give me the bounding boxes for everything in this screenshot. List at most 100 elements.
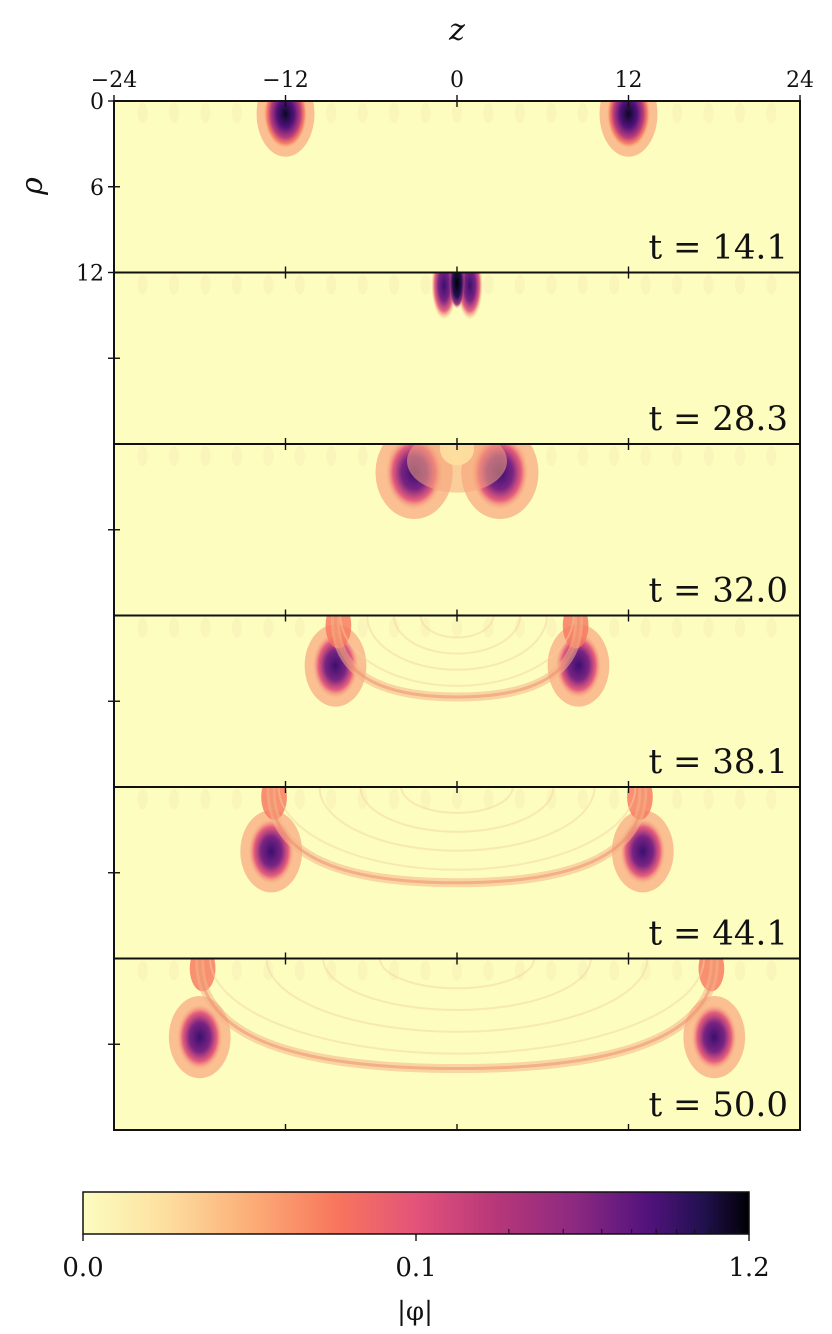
panel-background — [114, 101, 800, 273]
ripple-mark — [169, 103, 180, 123]
ripple-mark — [420, 789, 431, 809]
ripple-mark — [231, 103, 242, 123]
ripple-mark — [514, 960, 525, 981]
ripple-mark — [200, 103, 211, 123]
y-tick-label: 6 — [90, 176, 104, 201]
peak-mark — [619, 818, 666, 885]
ripple-mark — [609, 274, 620, 295]
ripple-mark — [263, 446, 274, 466]
ripple-mark — [420, 617, 431, 638]
ripple-mark — [137, 103, 148, 123]
peak-mark — [555, 632, 602, 699]
ripple-mark — [640, 960, 651, 981]
peak-mark — [176, 1004, 223, 1070]
ripple-mark — [294, 789, 305, 809]
panel-time-label: t = 44.1 — [649, 914, 788, 954]
ripple-mark — [420, 960, 431, 981]
panel-time-label: t = 28.3 — [649, 399, 788, 439]
ripple-mark — [703, 274, 714, 295]
ripple-mark — [734, 960, 745, 981]
shell-mark — [439, 444, 475, 466]
shell-mark — [334, 615, 580, 699]
ripple-mark — [137, 617, 148, 638]
ripple-mark — [546, 789, 557, 809]
ripple-mark — [200, 446, 211, 466]
ripple-mark — [326, 789, 337, 809]
ripple-mark — [546, 274, 557, 295]
x-tick-label: −24 — [91, 68, 137, 93]
ripple-mark — [766, 274, 777, 295]
ripple-mark — [392, 615, 522, 655]
panel-3 — [114, 444, 800, 616]
ripple-mark — [169, 960, 180, 981]
ripple-mark — [294, 446, 305, 466]
ripple-mark — [734, 617, 745, 638]
ripple-mark — [169, 617, 180, 638]
ripple-mark — [389, 960, 400, 981]
ripple-mark — [357, 789, 368, 809]
ripple-mark — [326, 960, 337, 981]
peak-mark — [691, 1004, 738, 1070]
colorbar-label: |φ| — [397, 1297, 433, 1327]
ripple-mark — [672, 103, 683, 123]
ripple-mark — [734, 103, 745, 123]
peak-mark — [607, 101, 650, 149]
colorbar: 0.0 0.1 1.2 — [62, 1191, 770, 1283]
ripple-mark — [265, 958, 649, 1033]
ripple-mark — [483, 789, 494, 809]
y-tick-label: 0 — [90, 90, 104, 115]
ripple-mark — [703, 617, 714, 638]
ripple-mark — [231, 617, 242, 638]
ripple-mark — [452, 103, 462, 123]
ripple-mark — [483, 617, 494, 638]
ripple-mark — [169, 446, 180, 466]
ripple-mark — [137, 446, 148, 466]
ripple-mark — [357, 960, 368, 981]
panel-stack: t = 14.1 t = 28.3 t = 32.0 t = 38.1 t = 44.1… — [108, 100, 801, 1131]
ripple-mark — [514, 274, 525, 295]
ripple-mark — [169, 789, 180, 809]
panel-time-label: t = 14.1 — [649, 228, 788, 268]
ripple-mark — [483, 274, 494, 295]
x-axis-ticks: −24 −12 0 12 24 — [91, 68, 814, 101]
ripple-mark — [452, 960, 462, 981]
ripple-mark — [577, 103, 588, 123]
panel-time-label: t = 32.0 — [649, 571, 788, 611]
ripple-mark — [483, 960, 494, 981]
ripple-mark — [420, 103, 431, 123]
ripple-mark — [766, 617, 777, 638]
ripple-mark — [703, 446, 714, 466]
peak-mark — [264, 101, 307, 149]
ripple-mark — [734, 274, 745, 295]
ripple-mark — [366, 615, 548, 671]
shell-mark — [198, 958, 716, 1071]
ripple-mark — [326, 446, 337, 466]
ripple-mark — [514, 617, 525, 638]
ripple-mark — [546, 960, 557, 981]
ripple-mark — [703, 103, 714, 123]
ripple-mark — [357, 103, 368, 123]
ripple-mark — [200, 617, 211, 638]
ripple-mark — [577, 789, 588, 809]
ripple-mark — [483, 103, 494, 123]
ripple-mark — [169, 274, 180, 295]
ripple-mark — [609, 446, 620, 466]
x-axis-title: z — [448, 13, 465, 48]
y-tick-label: 12 — [76, 262, 104, 287]
ripple-mark — [357, 446, 368, 466]
ripple-mark — [609, 789, 620, 809]
ripple-mark — [318, 787, 596, 852]
ripple-mark — [672, 960, 683, 981]
y-axis-title: ρ — [15, 177, 50, 196]
ripple-mark — [766, 446, 777, 466]
ripple-mark — [546, 446, 557, 466]
ripple-mark — [357, 274, 368, 295]
ripple-mark — [609, 960, 620, 981]
panel-time-label: t = 38.1 — [649, 742, 788, 782]
ripple-mark — [400, 787, 514, 814]
ripple-mark — [389, 617, 400, 638]
ripple-mark — [339, 615, 575, 687]
ripple-mark — [322, 958, 592, 1011]
ripple-mark — [378, 958, 536, 990]
ripple-mark — [137, 960, 148, 981]
